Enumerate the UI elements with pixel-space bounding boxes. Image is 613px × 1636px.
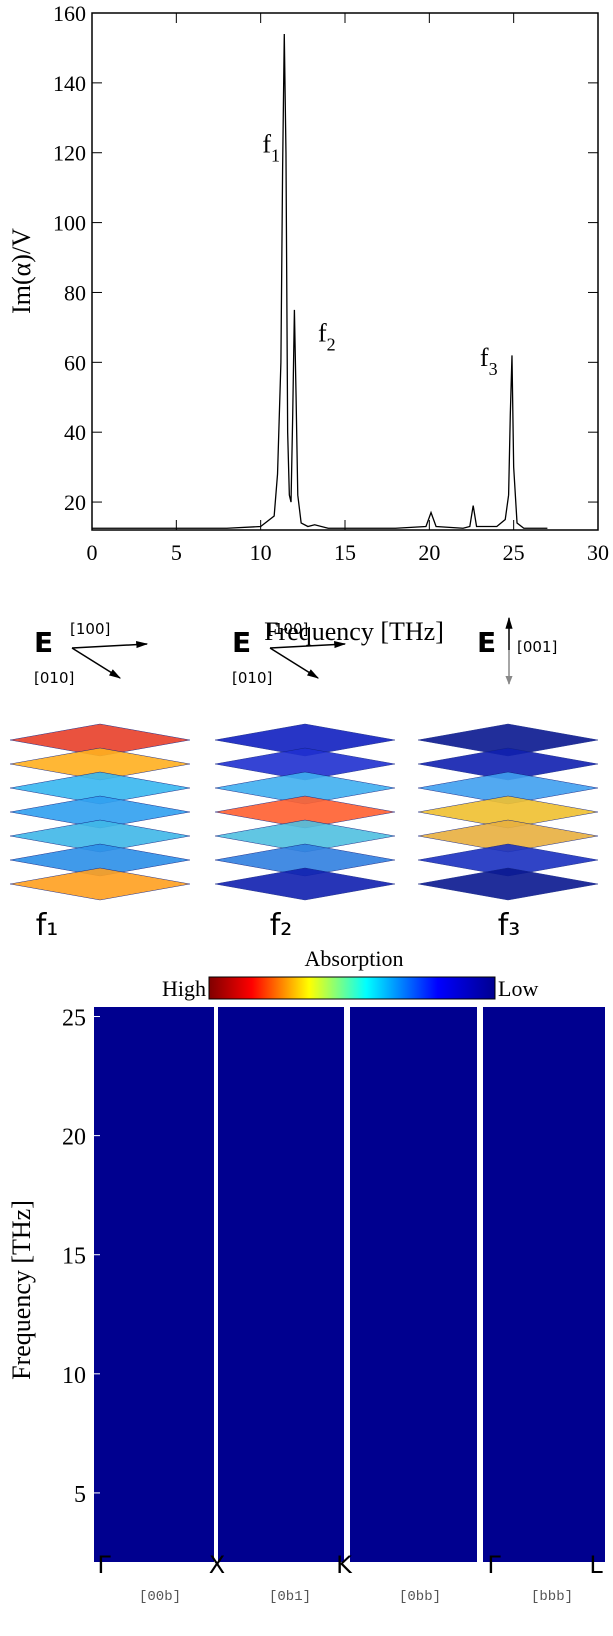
x-axis-label: Frequency [THz] xyxy=(264,617,444,646)
field-symbol: E xyxy=(477,626,496,659)
mode-label: f₁ xyxy=(36,908,59,943)
mode-label: f₃ xyxy=(498,908,521,943)
atom-layer xyxy=(214,843,396,877)
peak-subscript: 3 xyxy=(489,359,498,379)
peak-label: f xyxy=(262,130,271,159)
y-axis-label: Im(α)/V xyxy=(7,228,36,314)
peak-label: f xyxy=(480,343,489,372)
peak-annotation: f2 xyxy=(318,318,336,354)
field-symbol: E xyxy=(232,626,251,659)
y-tick-label: 140 xyxy=(53,71,86,96)
atom-layer xyxy=(417,795,599,829)
direction: [010] xyxy=(34,669,74,687)
direction-label: [0bb] xyxy=(399,1589,441,1605)
peak-annotation: f1 xyxy=(262,130,280,166)
colorbar-high: High xyxy=(162,976,206,1001)
plot-frame xyxy=(91,12,599,531)
atom-layer xyxy=(9,819,191,853)
dispersion-panel xyxy=(218,1007,344,1562)
atom-layer xyxy=(9,843,191,877)
atom-layer xyxy=(214,723,396,757)
atom-layer xyxy=(417,771,599,805)
x-tick-label: 25 xyxy=(503,540,525,565)
x-tick-label: 15 xyxy=(334,540,356,565)
y-tick-label: 20 xyxy=(64,490,86,515)
atom-layer xyxy=(417,843,599,877)
atom-layer xyxy=(417,723,599,757)
colorbar xyxy=(208,976,496,1000)
y-tick-label: 120 xyxy=(53,141,86,166)
mode-label: f₂ xyxy=(270,908,293,943)
atom-layer xyxy=(417,867,599,901)
k-point-label: K xyxy=(336,1551,353,1579)
direction: [001] xyxy=(517,638,557,656)
direction: [100] xyxy=(70,620,110,638)
atom-layer xyxy=(9,795,191,829)
y-tick-label: 5 xyxy=(74,1482,86,1508)
y-axis-label: Frequency [THz] xyxy=(7,1200,36,1380)
atom-layer xyxy=(214,771,396,805)
x-tick-label: 5 xyxy=(171,540,182,565)
arrow xyxy=(71,647,122,679)
k-point-label: Γ xyxy=(97,1551,111,1579)
y-tick-label: 40 xyxy=(64,420,86,445)
atom-layer xyxy=(9,723,191,757)
x-tick-label: 0 xyxy=(87,540,98,565)
atom-layer xyxy=(214,747,396,781)
x-tick-label: 20 xyxy=(418,540,440,565)
y-tick-label: 10 xyxy=(62,1363,86,1389)
x-tick-label: 30 xyxy=(587,540,609,565)
arrow xyxy=(71,640,149,649)
spectrum-line xyxy=(92,33,548,529)
atom-layer xyxy=(417,819,599,853)
atom-layer xyxy=(214,867,396,901)
direction-label: [0b1] xyxy=(269,1589,311,1605)
x-tick-label: 10 xyxy=(250,540,272,565)
y-tick-label: 160 xyxy=(53,1,86,26)
dispersion-panel xyxy=(350,1007,477,1562)
field-symbol: E xyxy=(34,626,53,659)
dispersion-panel xyxy=(94,1007,214,1562)
peak-label: f xyxy=(318,318,327,347)
direction-label: [bbb] xyxy=(531,1589,573,1605)
peak-subscript: 2 xyxy=(327,334,336,354)
peak-annotation: f3 xyxy=(480,343,498,379)
colorbar-low: Low xyxy=(498,976,538,1001)
y-tick-label: 80 xyxy=(64,280,86,305)
y-tick-label: 60 xyxy=(64,350,86,375)
y-tick-label: 25 xyxy=(62,1006,86,1032)
k-point-label: L xyxy=(589,1551,603,1579)
direction-label: [00b] xyxy=(139,1589,181,1605)
direction: [010] xyxy=(232,669,272,687)
atom-layer xyxy=(214,819,396,853)
atom-layer xyxy=(417,747,599,781)
colorbar-title: Absorption xyxy=(305,946,404,971)
k-point-label: X xyxy=(209,1551,225,1579)
peak-subscript: 1 xyxy=(271,146,280,166)
atom-layer xyxy=(9,771,191,805)
y-tick-label: 100 xyxy=(53,211,86,236)
y-tick-label: 15 xyxy=(62,1244,86,1270)
direction: [100] xyxy=(268,620,308,638)
arrow xyxy=(269,640,347,649)
atom-layer xyxy=(9,867,191,901)
arrow xyxy=(269,647,320,679)
k-point-label: Γ xyxy=(487,1551,501,1579)
dispersion-panel xyxy=(483,1007,605,1562)
y-tick-label: 20 xyxy=(62,1125,86,1151)
atom-layer xyxy=(214,795,396,829)
atom-layer xyxy=(9,747,191,781)
